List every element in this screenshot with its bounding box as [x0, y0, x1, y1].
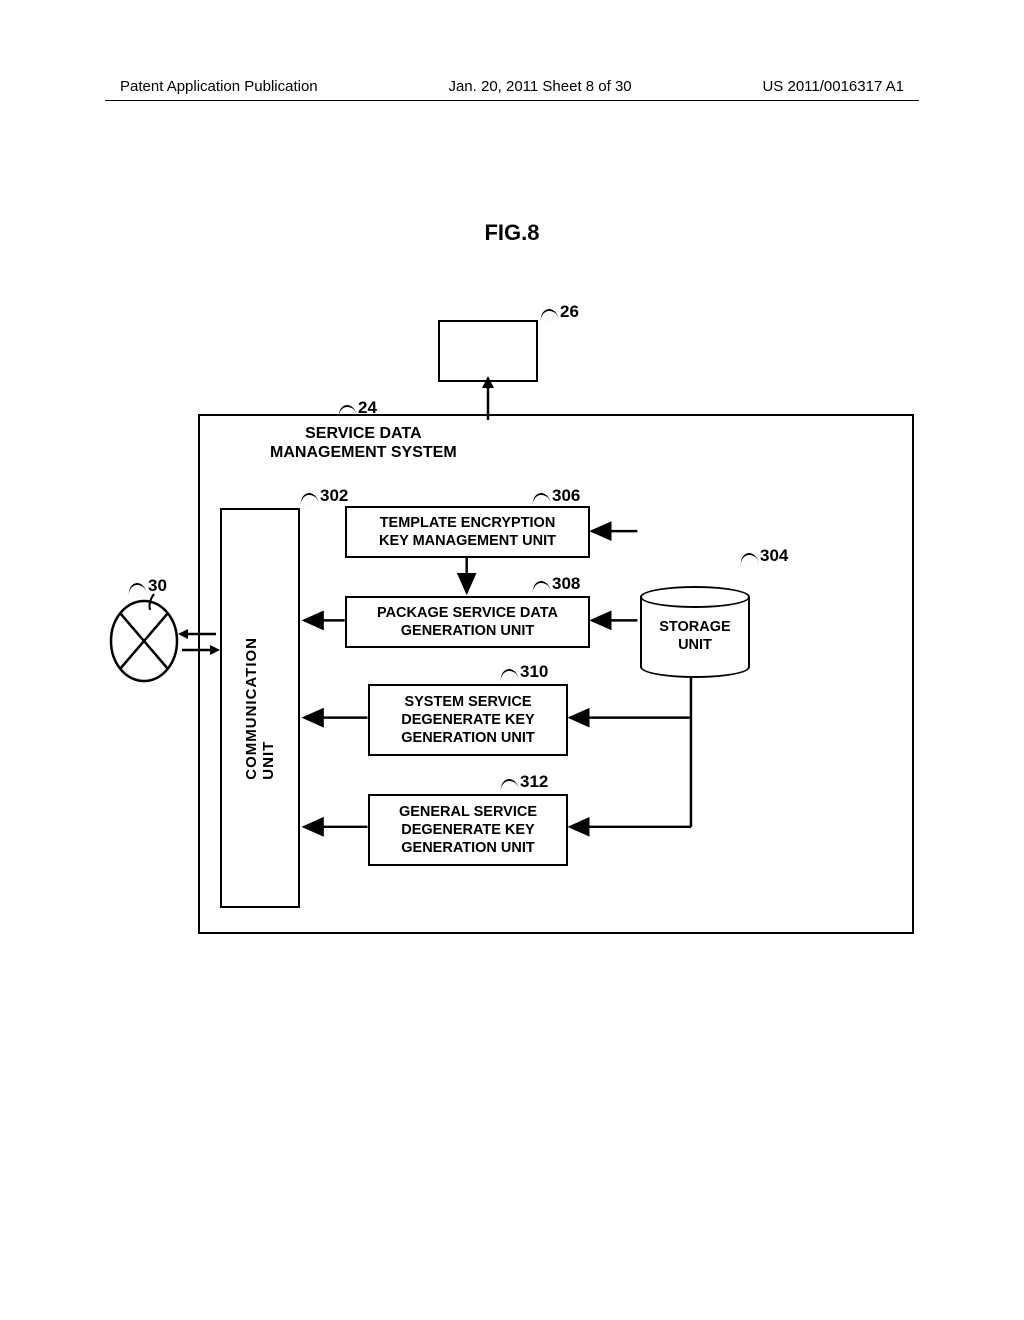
figure-title: FIG.8 [0, 220, 1024, 246]
header-right: US 2011/0016317 A1 [762, 78, 904, 95]
system-box-24: SERVICE DATA MANAGEMENT SYSTEM 302 COMMU… [198, 414, 914, 934]
arrows-layer [200, 416, 912, 932]
box-26 [438, 320, 538, 382]
ref-30: 30 [128, 576, 167, 596]
header-center: Jan. 20, 2011 Sheet 8 of 30 [448, 78, 631, 95]
page-header: Patent Application Publication Jan. 20, … [0, 78, 1024, 95]
arrow-net-comm [178, 624, 220, 660]
ref-26: 26 [540, 302, 579, 322]
header-rule [105, 100, 919, 101]
network-icon [108, 598, 180, 684]
page: Patent Application Publication Jan. 20, … [0, 0, 1024, 1320]
arrow-24-to-26 [486, 382, 490, 416]
header-left: Patent Application Publication [120, 78, 318, 95]
